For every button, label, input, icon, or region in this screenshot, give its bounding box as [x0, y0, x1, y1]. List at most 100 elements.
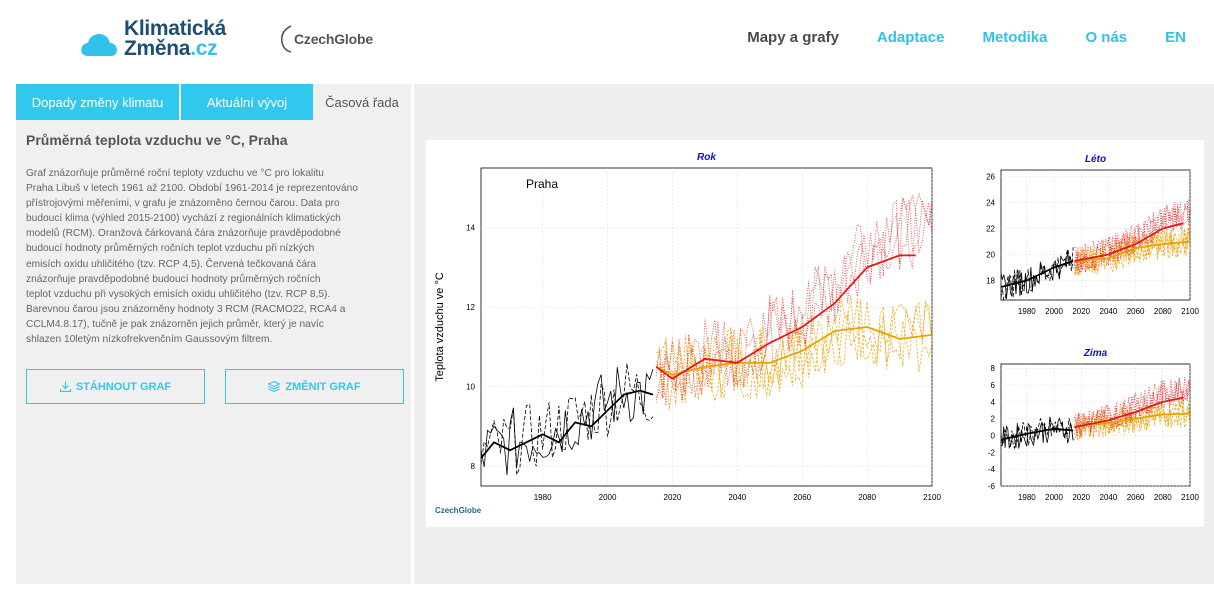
- temperature-charts: 1980 2000 2020 2040 2060 2080 21008101214RokTe…: [434, 152, 1200, 515]
- y-tick-label: 2: [991, 415, 996, 424]
- x-tick-label: 2060: [1127, 493, 1145, 502]
- info-panel: Dopady změny klimatu Aktuální vývoj Časo…: [16, 84, 411, 584]
- layers-icon: [268, 381, 281, 392]
- observed-annual-line: [1001, 417, 1074, 450]
- action-buttons: STÁHNOUT GRAF ZMĚNIT GRAF: [26, 369, 404, 404]
- x-tick-label: 2040: [728, 493, 746, 502]
- series-mean-line: [655, 326, 932, 376]
- y-tick-label: -6: [988, 482, 996, 491]
- download-chart-label: STÁHNOUT GRAF: [75, 380, 172, 393]
- y-axis-label: Teplota vzduchu ve °C: [434, 272, 446, 382]
- partner-logo-text: CzechGlobe: [294, 31, 373, 47]
- model-run-line: [655, 197, 932, 406]
- series-mean-line: [1074, 412, 1190, 428]
- x-tick-label: 2000: [599, 493, 617, 502]
- plot-area: [1001, 198, 1190, 300]
- chart-image: 1980 2000 2020 2040 2060 2080 2100 8 10 12 14 Rok Te…: [426, 140, 1204, 527]
- y-tick-label: 14: [466, 224, 475, 233]
- change-chart-button[interactable]: ZMĚNIT GRAF: [225, 369, 404, 404]
- tab-bar: Dopady změny klimatu Aktuální vývoj Časo…: [16, 84, 411, 120]
- plot-area: [481, 192, 932, 476]
- x-tick-label: 2100: [1181, 307, 1199, 316]
- location-label: Praha: [526, 177, 558, 191]
- cloud-icon: [81, 34, 117, 56]
- observed-annual-line: [1001, 249, 1074, 299]
- series-mean-line: [1074, 222, 1184, 262]
- x-tick-label: 2040: [1100, 493, 1118, 502]
- model-run-line: [1074, 377, 1190, 440]
- model-run-line: [1074, 399, 1190, 441]
- x-tick-label: 2040: [1100, 307, 1118, 316]
- x-tick-label: 2080: [1154, 307, 1172, 316]
- plot-frame: [480, 167, 933, 487]
- model-run-line: [1074, 203, 1190, 273]
- chart-0: 1980 2000 2020 2040 2060 2080 2100 8 10 12 14 Rok Te…: [434, 152, 941, 515]
- model-run-line: [655, 195, 932, 401]
- y-tick-label: 20: [986, 251, 995, 260]
- model-run-line: [655, 192, 932, 399]
- y-tick-label: 22: [986, 225, 995, 234]
- x-tick-label: 1980: [1018, 307, 1036, 316]
- x-tick-label: 2020: [1072, 493, 1090, 502]
- x-tick-label: 2020: [664, 493, 682, 502]
- y-tick-label: 18: [986, 277, 995, 286]
- x-tick-label: 2100: [1181, 493, 1199, 502]
- observed-annual-line: [481, 363, 654, 475]
- series-mean-line: [1001, 260, 1074, 288]
- x-tick-label: 2100: [923, 493, 941, 502]
- series-mean-line: [1074, 396, 1184, 428]
- series-mean-line: [1001, 427, 1074, 441]
- logo-line-2: Změna: [124, 37, 191, 60]
- logo-domain: .cz: [190, 37, 218, 60]
- x-tick-label: 2060: [793, 493, 811, 502]
- model-run-line: [1074, 399, 1190, 439]
- y-tick-label: -4: [988, 465, 996, 474]
- nav-adaptation[interactable]: Adaptace: [876, 29, 945, 46]
- x-tick-label: 1980: [534, 493, 552, 502]
- tab-time-series[interactable]: Časová řada: [313, 84, 411, 120]
- y-tick-label: -2: [988, 448, 996, 457]
- y-tick-label: 24: [986, 199, 995, 208]
- x-tick-label: 1980: [1018, 493, 1036, 502]
- chart-2: 1980 2000 2020 2040 2060 2080 2100 -6 -4 -2 0 2 4 6 8 Z…: [988, 348, 1200, 502]
- y-tick-label: 26: [986, 173, 995, 182]
- series-mean-line: [655, 254, 916, 380]
- panel-title: Průměrná teplota vzduchu ve °C, Praha: [26, 132, 288, 148]
- chart-title: Rok: [697, 152, 716, 163]
- model-run-line: [1074, 200, 1190, 275]
- nav-language-en[interactable]: EN: [1165, 29, 1186, 46]
- series-mean-line: [481, 389, 654, 459]
- chart-title: Zima: [1083, 348, 1108, 359]
- series-mean-line: [1074, 240, 1190, 262]
- x-tick-label: 2000: [1045, 307, 1063, 316]
- nav-maps-and-charts[interactable]: Mapy a grafy: [747, 29, 839, 46]
- main-nav: Mapy a grafy Adaptace Metodika O nás EN: [709, 29, 1186, 46]
- y-tick-label: 8: [471, 462, 476, 471]
- site-header: Klimatická Změna.cz CzechGlobe Mapy a gr…: [0, 0, 1214, 80]
- logo-line-1: Klimatická: [124, 17, 227, 40]
- x-tick-label: 2000: [1045, 493, 1063, 502]
- panel-description: Graf znázorňuje průměrné roční teploty v…: [26, 168, 358, 346]
- czechglobe-logo[interactable]: CzechGlobe: [280, 22, 373, 56]
- nav-methodology[interactable]: Metodika: [982, 29, 1048, 46]
- tab-climate-impacts[interactable]: Dopady změny klimatu: [16, 84, 179, 120]
- y-tick-label: 0: [991, 432, 996, 441]
- tab-current-development[interactable]: Aktuální vývoj: [181, 84, 313, 120]
- download-icon: [59, 381, 71, 392]
- site-logo[interactable]: Klimatická Změna.cz: [80, 16, 226, 62]
- y-tick-label: 10: [466, 383, 475, 392]
- czechglobe-watermark: CzechGlobe: [435, 506, 482, 515]
- nav-about[interactable]: O nás: [1085, 29, 1128, 46]
- plot-area: [1001, 377, 1190, 450]
- y-tick-label: 12: [466, 303, 475, 312]
- model-run-line: [1074, 198, 1190, 274]
- x-tick-label: 2080: [1154, 493, 1172, 502]
- y-tick-label: 4: [991, 398, 996, 407]
- x-tick-label: 2020: [1072, 307, 1090, 316]
- plot-frame: [1000, 169, 1191, 301]
- download-chart-button[interactable]: STÁHNOUT GRAF: [26, 369, 205, 404]
- y-tick-label: 8: [991, 364, 996, 373]
- chart-panel: 1980 2000 2020 2040 2060 2080 2100 8 10 12 14 Rok Te…: [414, 84, 1214, 584]
- model-run-line: [655, 298, 932, 410]
- x-tick-label: 2060: [1127, 307, 1145, 316]
